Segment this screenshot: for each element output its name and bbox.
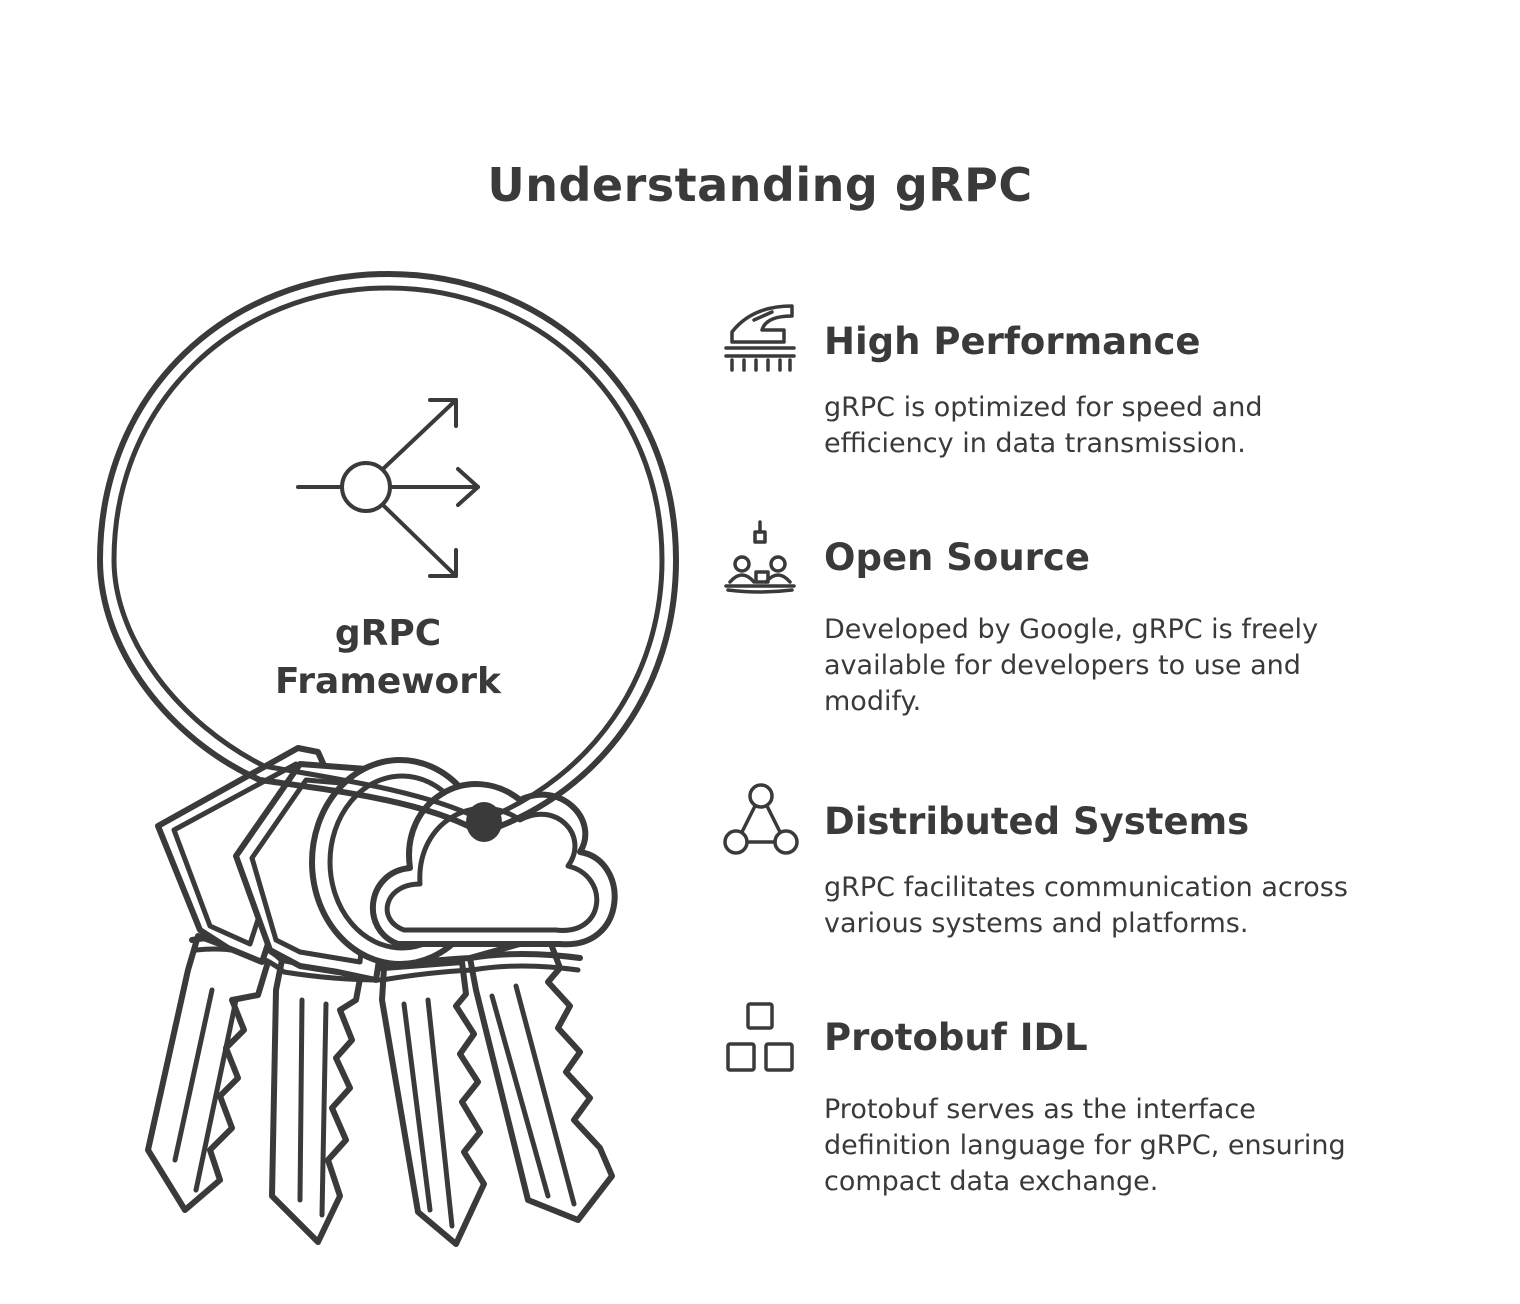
train-icon xyxy=(722,302,800,380)
diagram-title: Understanding gRPC xyxy=(487,158,1033,212)
blocks-icon xyxy=(722,1000,800,1078)
network-nodes-icon xyxy=(722,782,800,860)
feature-heading-open-source: Open Source xyxy=(824,536,1090,579)
keyring-illustration xyxy=(97,271,679,1247)
key-3 xyxy=(379,959,487,1247)
feature-heading-protobuf-idl: Protobuf IDL xyxy=(824,1016,1088,1059)
key-2 xyxy=(269,957,365,1245)
people-collaboration-icon xyxy=(722,518,800,596)
key-4 xyxy=(467,933,615,1223)
ring-label-line1: gRPC xyxy=(334,613,442,654)
feature-heading-high-performance: High Performance xyxy=(824,320,1201,363)
feature-desc-distributed-systems: gRPC facilitates communication across va… xyxy=(824,872,1348,939)
feature-desc-high-performance: gRPC is optimized for speed and efficien… xyxy=(824,392,1263,459)
ring-label: gRPC Framework xyxy=(228,610,548,706)
split-arrows-icon xyxy=(296,398,480,578)
ring-label-line2: Framework xyxy=(275,661,501,702)
key-1 xyxy=(145,933,271,1213)
feature-desc-open-source: Developed by Google, gRPC is freely avai… xyxy=(824,614,1319,717)
feature-desc-protobuf-idl: Protobuf serves as the interface definit… xyxy=(824,1094,1346,1197)
feature-heading-distributed-systems: Distributed Systems xyxy=(824,800,1250,843)
